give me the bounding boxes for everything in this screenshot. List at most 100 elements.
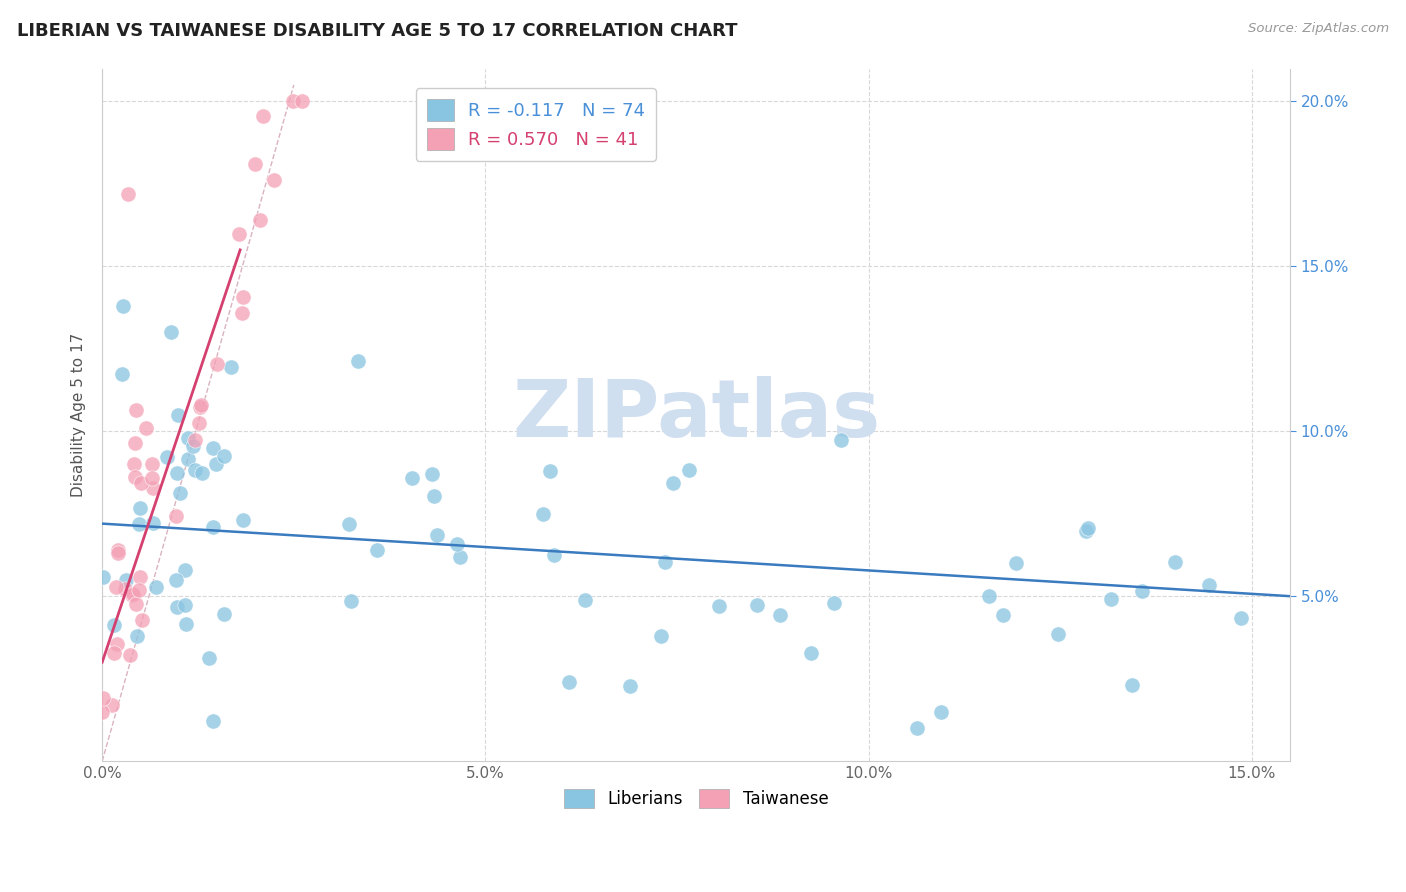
- Point: [112, 299, 135, 313]
- Point: [120, 648, 142, 662]
- Point: [232, 513, 254, 527]
- Point: [243, 157, 266, 171]
- Point: [156, 450, 179, 464]
- Point: [107, 546, 129, 560]
- Point: [124, 457, 146, 471]
- Point: [538, 464, 561, 478]
- Point: [166, 600, 188, 615]
- Point: [141, 457, 163, 471]
- Point: [121, 588, 143, 602]
- Point: [290, 95, 312, 109]
- Point: [104, 581, 127, 595]
- Point: [91, 690, 114, 705]
- Text: ZIPatlas: ZIPatlas: [512, 376, 880, 454]
- Point: [1164, 555, 1187, 569]
- Point: [188, 400, 211, 414]
- Point: [205, 457, 228, 471]
- Point: [128, 500, 150, 515]
- Point: [174, 563, 197, 577]
- Point: [574, 593, 596, 607]
- Point: [558, 675, 581, 690]
- Point: [174, 617, 197, 632]
- Point: [124, 470, 146, 484]
- Point: [1198, 577, 1220, 591]
- Point: [166, 408, 188, 422]
- Point: [145, 580, 167, 594]
- Point: [183, 433, 205, 447]
- Point: [654, 555, 676, 569]
- Point: [979, 589, 1001, 603]
- Point: [747, 598, 769, 612]
- Point: [830, 433, 852, 447]
- Point: [420, 467, 443, 482]
- Point: [249, 213, 271, 227]
- Point: [166, 466, 188, 480]
- Point: [91, 570, 114, 584]
- Point: [423, 489, 446, 503]
- Point: [159, 326, 181, 340]
- Point: [103, 618, 125, 632]
- Point: [1130, 583, 1153, 598]
- Point: [366, 543, 388, 558]
- Point: [128, 582, 150, 597]
- Point: [121, 587, 143, 601]
- Point: [347, 354, 370, 368]
- Point: [187, 416, 209, 430]
- Point: [131, 613, 153, 627]
- Point: [177, 431, 200, 445]
- Point: [177, 451, 200, 466]
- Point: [1101, 591, 1123, 606]
- Point: [201, 714, 224, 728]
- Point: [103, 646, 125, 660]
- Point: [232, 290, 254, 304]
- Point: [142, 516, 165, 530]
- Point: [184, 463, 207, 477]
- Point: [141, 471, 163, 485]
- Y-axis label: Disability Age 5 to 17: Disability Age 5 to 17: [72, 333, 86, 497]
- Point: [1230, 611, 1253, 625]
- Point: [125, 629, 148, 643]
- Point: [111, 368, 134, 382]
- Point: [190, 398, 212, 412]
- Point: [212, 449, 235, 463]
- Point: [1077, 521, 1099, 535]
- Point: [449, 549, 471, 564]
- Point: [231, 306, 253, 320]
- Point: [125, 403, 148, 417]
- Point: [993, 607, 1015, 622]
- Point: [1047, 627, 1070, 641]
- Point: [929, 706, 952, 720]
- Legend: Liberians, Taiwanese: Liberians, Taiwanese: [557, 782, 835, 815]
- Point: [129, 570, 152, 584]
- Point: [401, 470, 423, 484]
- Point: [142, 481, 165, 495]
- Point: [165, 573, 187, 587]
- Point: [105, 637, 128, 651]
- Point: [426, 528, 449, 542]
- Point: [198, 651, 221, 665]
- Point: [340, 594, 363, 608]
- Point: [114, 573, 136, 587]
- Point: [769, 607, 792, 622]
- Point: [543, 548, 565, 562]
- Point: [173, 598, 195, 612]
- Point: [114, 582, 136, 596]
- Point: [202, 441, 225, 455]
- Point: [1076, 524, 1098, 538]
- Point: [202, 519, 225, 533]
- Point: [650, 628, 672, 642]
- Point: [619, 679, 641, 693]
- Point: [125, 598, 148, 612]
- Point: [124, 436, 146, 450]
- Point: [1004, 556, 1026, 570]
- Point: [128, 517, 150, 532]
- Text: Source: ZipAtlas.com: Source: ZipAtlas.com: [1249, 22, 1389, 36]
- Point: [166, 509, 188, 524]
- Point: [263, 173, 285, 187]
- Point: [337, 516, 360, 531]
- Point: [707, 599, 730, 614]
- Point: [219, 359, 242, 374]
- Point: [252, 109, 274, 123]
- Point: [205, 357, 228, 371]
- Point: [101, 698, 124, 713]
